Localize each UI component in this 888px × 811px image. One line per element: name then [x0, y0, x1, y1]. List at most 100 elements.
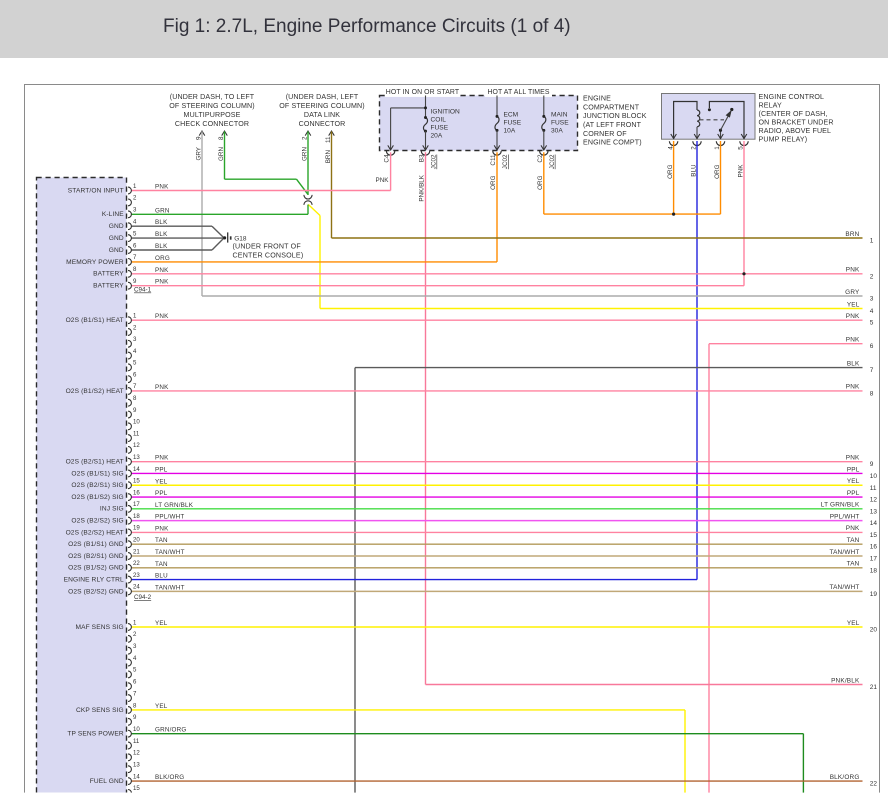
svg-text:ORG: ORG [714, 164, 721, 178]
svg-text:TP SENS POWER: TP SENS POWER [67, 731, 124, 738]
svg-text:BATTERY: BATTERY [93, 283, 124, 290]
svg-text:GND: GND [109, 247, 124, 254]
svg-text:BLK: BLK [155, 231, 168, 238]
svg-text:12: 12 [870, 497, 878, 504]
svg-text:JC02: JC02 [549, 154, 556, 169]
svg-text:1: 1 [133, 619, 137, 626]
svg-text:8: 8 [218, 136, 225, 140]
svg-text:1: 1 [870, 238, 874, 245]
svg-text:21: 21 [870, 684, 878, 691]
svg-text:PPL: PPL [155, 466, 168, 473]
svg-text:18: 18 [870, 567, 878, 574]
svg-text:19: 19 [133, 525, 140, 532]
svg-text:HOT IN ON OR START: HOT IN ON OR START [386, 89, 460, 96]
svg-text:22: 22 [133, 560, 140, 567]
svg-text:PNK: PNK [846, 384, 860, 391]
svg-text:BLK: BLK [155, 219, 168, 226]
svg-text:JC02: JC02 [502, 154, 509, 169]
svg-text:16: 16 [870, 544, 878, 551]
svg-text:GRN: GRN [155, 207, 170, 214]
svg-text:4: 4 [870, 308, 874, 315]
svg-text:1: 1 [133, 183, 137, 190]
svg-text:PPL: PPL [847, 490, 860, 497]
svg-text:10: 10 [870, 473, 878, 480]
svg-text:PNK: PNK [846, 337, 860, 344]
svg-text:ENGINE CONTROL: ENGINE CONTROL [759, 93, 825, 101]
svg-text:ENGINE RLY CTRL: ENGINE RLY CTRL [64, 576, 124, 583]
svg-text:5: 5 [133, 360, 137, 367]
svg-text:7: 7 [133, 383, 137, 390]
svg-text:CENTER CONSOLE): CENTER CONSOLE) [233, 252, 304, 260]
svg-text:8: 8 [133, 266, 137, 273]
svg-text:K-LINE: K-LINE [102, 211, 124, 218]
svg-text:BLK: BLK [155, 243, 168, 250]
svg-text:PNK: PNK [155, 313, 169, 320]
svg-text:11: 11 [325, 136, 332, 143]
svg-text:4: 4 [133, 348, 137, 355]
svg-text:O2S (B2/S1) HEAT: O2S (B2/S1) HEAT [66, 459, 124, 466]
svg-text:(UNDER FRONT OF: (UNDER FRONT OF [233, 243, 302, 251]
svg-text:FUSE: FUSE [551, 120, 569, 127]
svg-text:BRN: BRN [845, 231, 859, 238]
svg-text:TAN/WHT: TAN/WHT [829, 584, 859, 591]
svg-text:O2S (B2/S2) SIG: O2S (B2/S2) SIG [71, 518, 123, 525]
svg-text:4: 4 [133, 219, 137, 226]
svg-text:BLU: BLU [155, 573, 168, 580]
svg-text:GRY: GRY [845, 289, 860, 296]
svg-text:GND: GND [109, 223, 124, 230]
svg-text:INJ SIG: INJ SIG [100, 506, 124, 513]
svg-text:START/ON INPUT: START/ON INPUT [68, 187, 124, 194]
svg-text:PPL/WHT: PPL/WHT [155, 514, 184, 521]
svg-text:PNK: PNK [155, 279, 169, 286]
svg-text:PNK/BLK: PNK/BLK [831, 677, 860, 684]
svg-text:PPL: PPL [847, 466, 860, 473]
svg-text:TAN/WHT: TAN/WHT [155, 584, 185, 591]
svg-text:C94-1: C94-1 [134, 287, 152, 294]
svg-text:C11: C11 [490, 154, 497, 166]
svg-text:BATTERY: BATTERY [93, 271, 124, 278]
svg-text:22: 22 [870, 781, 878, 788]
svg-text:BLK: BLK [847, 360, 860, 367]
svg-text:LT GRN/BLK: LT GRN/BLK [821, 502, 860, 509]
svg-text:YEL: YEL [155, 478, 168, 485]
svg-text:PNK: PNK [846, 313, 860, 320]
svg-text:B3: B3 [419, 154, 426, 162]
svg-text:JUNCTION BLOCK: JUNCTION BLOCK [583, 112, 647, 120]
svg-text:TAN/WHT: TAN/WHT [155, 549, 185, 556]
svg-text:BLK/ORG: BLK/ORG [830, 774, 860, 781]
svg-text:(UNDER DASH, TO LEFT: (UNDER DASH, TO LEFT [170, 93, 255, 101]
svg-text:20: 20 [870, 627, 878, 634]
svg-text:9: 9 [196, 136, 203, 140]
svg-text:PNK: PNK [846, 267, 860, 274]
svg-text:OF STEERING COLUMN): OF STEERING COLUMN) [279, 102, 364, 110]
svg-text:13: 13 [870, 508, 878, 515]
svg-text:18: 18 [133, 513, 140, 520]
svg-text:8: 8 [133, 702, 137, 709]
svg-text:11: 11 [133, 738, 140, 745]
svg-text:BRN: BRN [325, 150, 332, 164]
svg-text:COIL: COIL [431, 117, 447, 124]
svg-text:5: 5 [133, 230, 137, 237]
svg-text:9: 9 [133, 278, 137, 285]
svg-text:TAN: TAN [847, 537, 860, 544]
svg-text:ENGINE COMPT): ENGINE COMPT) [583, 139, 642, 147]
svg-text:CKP SENS SIG: CKP SENS SIG [76, 707, 124, 714]
svg-text:9: 9 [870, 461, 874, 468]
svg-text:17: 17 [133, 501, 140, 508]
svg-text:MULTIPURPOSE: MULTIPURPOSE [184, 111, 241, 119]
svg-text:ECM: ECM [504, 112, 519, 119]
svg-text:C94-2: C94-2 [134, 594, 152, 601]
svg-text:23: 23 [133, 572, 140, 579]
svg-text:TAN: TAN [155, 537, 168, 544]
svg-text:20: 20 [133, 537, 140, 544]
svg-text:PPL/WHT: PPL/WHT [830, 513, 860, 520]
svg-text:LT GRN/BLK: LT GRN/BLK [155, 502, 194, 509]
svg-text:PPL: PPL [155, 490, 168, 497]
svg-text:4: 4 [667, 146, 674, 150]
svg-text:12: 12 [133, 750, 140, 757]
svg-text:6: 6 [133, 679, 137, 686]
svg-text:3: 3 [133, 336, 137, 343]
svg-text:2: 2 [691, 146, 698, 150]
svg-text:PNK: PNK [846, 454, 860, 461]
svg-text:G18: G18 [234, 236, 247, 243]
